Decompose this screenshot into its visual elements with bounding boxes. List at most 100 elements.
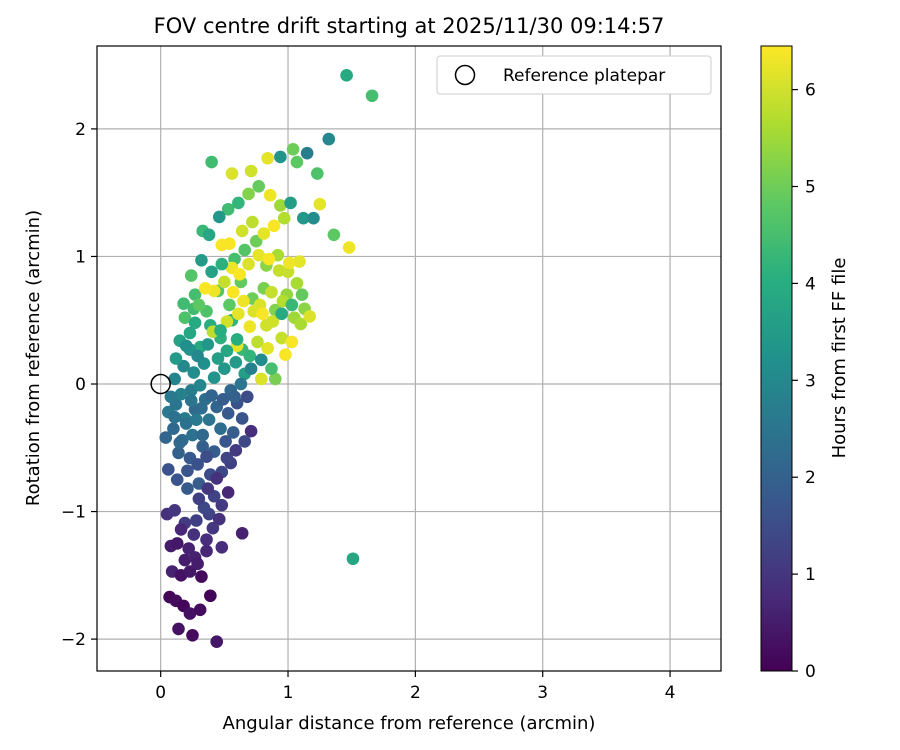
x-tick-label: 1: [283, 683, 294, 703]
scatter-point: [303, 310, 316, 323]
scatter-point: [249, 234, 263, 248]
scatter-point: [242, 187, 255, 201]
scatter-point: [275, 307, 288, 321]
scatter-point: [265, 362, 278, 376]
scatter-point: [243, 320, 257, 333]
scatter-point: [322, 132, 336, 146]
y-tick-label: 0: [75, 375, 86, 395]
scatter-point: [200, 533, 213, 546]
scatter-point: [265, 285, 278, 299]
colorbar-ticks: 0 1 2 3 4 5 6: [792, 81, 816, 682]
colorbar-tick-label: 2: [805, 468, 816, 488]
legend-marker: [454, 64, 476, 86]
scatter-point: [277, 211, 291, 225]
x-axis-label: Angular distance from reference (arcmin): [223, 713, 596, 734]
scatter-point: [257, 227, 271, 240]
scatter-point: [226, 285, 240, 299]
scatter-point: [184, 394, 198, 407]
scatter-point: [274, 199, 287, 212]
scatter-point: [242, 257, 255, 271]
y-axis-label: Rotation from reference (arcmin): [23, 210, 44, 506]
scatter-point: [210, 635, 224, 648]
scatter-point: [191, 349, 204, 363]
scatter-point: [254, 353, 268, 367]
colorbar-label: Hours from first FF file: [829, 258, 850, 459]
y-tick-label: 1: [75, 247, 86, 267]
scatter-point: [275, 331, 288, 345]
scatter-point: [246, 215, 259, 229]
scatter-point: [162, 463, 175, 476]
scatter-point: [266, 315, 280, 328]
y-axis-ticks: −2 −1 0 1 2: [61, 120, 97, 650]
scatter-point: [235, 224, 249, 238]
scatter-point: [290, 155, 304, 169]
scatter-point: [282, 256, 296, 270]
scatter-point: [205, 389, 218, 402]
scatter-point: [186, 628, 199, 642]
scatter-point: [252, 180, 266, 193]
scatter-point: [179, 339, 193, 353]
legend-box: [436, 55, 712, 95]
x-tick-label: 0: [155, 683, 166, 703]
scatter-point: [243, 349, 257, 363]
scatter-point: [174, 387, 188, 401]
scatter-point: [187, 528, 201, 541]
x-tick-label: 2: [410, 683, 421, 703]
scatter-point: [254, 372, 268, 386]
scatter-point: [195, 253, 208, 267]
scatter-point: [181, 464, 194, 478]
scatter-point: [267, 219, 281, 233]
scatter-point: [340, 69, 353, 82]
data-points: [159, 69, 379, 648]
scatter-point: [192, 492, 206, 506]
legend-label: Reference platepar: [503, 66, 665, 86]
scatter-point: [286, 143, 300, 156]
scatter-point: [192, 298, 206, 312]
scatter-point: [188, 288, 202, 302]
scatter-point: [233, 268, 246, 281]
scatter-point: [244, 164, 258, 178]
scatter-point: [168, 503, 181, 517]
scatter-point: [215, 257, 229, 271]
scatter-point: [200, 450, 213, 464]
scatter-point: [201, 338, 215, 351]
scatter-point: [226, 426, 240, 439]
plot-frame: [96, 45, 722, 672]
scatter-point: [201, 482, 215, 495]
scatter-point: [221, 407, 235, 420]
scatter-point: [212, 512, 226, 526]
scatter-point: [202, 413, 216, 427]
scatter-point: [181, 482, 194, 495]
scatter-point: [191, 557, 204, 571]
scatter-point: [244, 362, 258, 376]
scatter-point: [186, 428, 199, 442]
scatter-point: [285, 298, 299, 312]
scatter-point: [210, 472, 224, 485]
scatter-point: [230, 333, 244, 346]
scatter-point: [234, 377, 248, 391]
scatter-point: [237, 294, 250, 308]
scatter-point: [365, 89, 379, 103]
scatter-point: [205, 155, 218, 169]
scatter-point: [174, 523, 188, 536]
scatter-point: [193, 378, 207, 392]
scatter-point: [274, 150, 287, 164]
scatter-point: [342, 241, 356, 254]
scatter-point: [293, 255, 306, 268]
scatter-point: [212, 210, 226, 224]
colorbar-tick-label: 6: [805, 81, 816, 101]
x-axis-ticks: 0 1 2 3 4: [155, 671, 675, 703]
x-tick-label: 4: [665, 683, 676, 703]
scatter-point: [294, 317, 308, 331]
scatter-point: [195, 570, 208, 583]
scatter-point: [235, 526, 249, 540]
scatter-point: [300, 146, 314, 160]
scatter-point: [214, 422, 227, 435]
scatter-point: [251, 335, 264, 349]
scatter-point: [211, 352, 225, 365]
x-tick-label: 3: [537, 683, 548, 703]
scatter-point: [214, 324, 227, 337]
scatter-point: [220, 344, 234, 358]
scatter-point: [183, 565, 197, 578]
scatter-point: [177, 359, 190, 373]
